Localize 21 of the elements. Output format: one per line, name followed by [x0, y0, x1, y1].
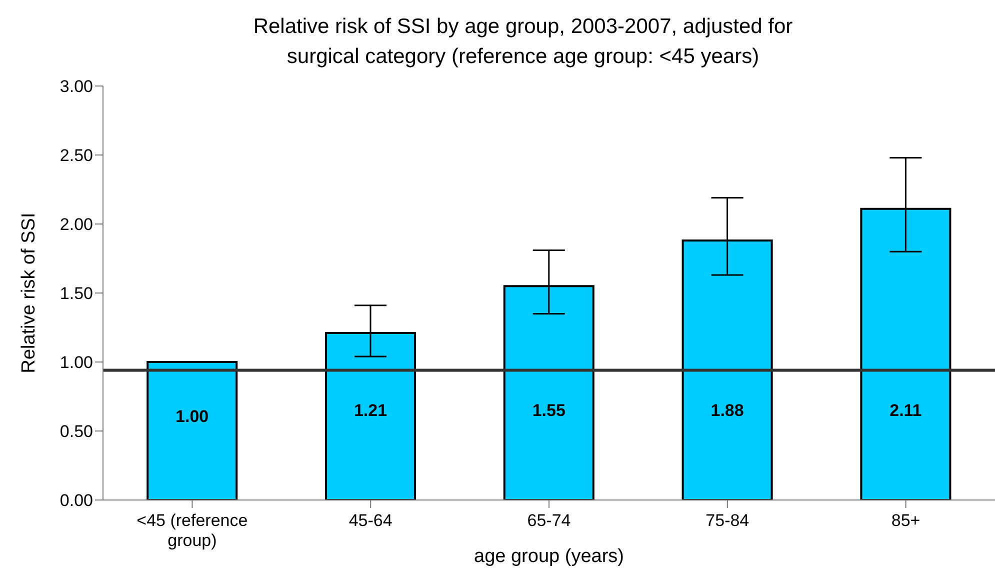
x-tick-label: 85+ — [891, 511, 920, 530]
y-tick-label: 1.00 — [60, 353, 93, 372]
y-tick-label: 0.00 — [60, 491, 93, 510]
y-tick-label: 2.00 — [60, 215, 93, 234]
x-axis-title: age group (years) — [474, 546, 624, 567]
y-tick-label: 0.50 — [60, 422, 93, 442]
data-label: 1.21 — [354, 401, 388, 420]
y-tick-label: 3.00 — [60, 77, 93, 96]
x-tick-label: 65-74 — [527, 511, 571, 530]
y-tick-label: 1.50 — [60, 284, 93, 304]
data-label: 1.88 — [710, 401, 744, 420]
data-label: 1.00 — [176, 407, 209, 426]
y-tick-label: 2.50 — [60, 146, 93, 166]
bar — [146, 361, 238, 500]
x-tick-label: 75-84 — [706, 511, 750, 530]
x-tick-label: <45 (reference group) — [136, 511, 248, 550]
data-label: 2.11 — [890, 401, 922, 420]
chart-title: Relative risk of SSI by age group, 2003-2007, adjusted for surgical category (reference age group: <45 years) — [252, 14, 794, 70]
data-label: 1.55 — [532, 401, 566, 420]
y-axis-title: Relative risk of SSI — [18, 212, 40, 374]
x-tick-label: 45-64 — [348, 511, 392, 530]
